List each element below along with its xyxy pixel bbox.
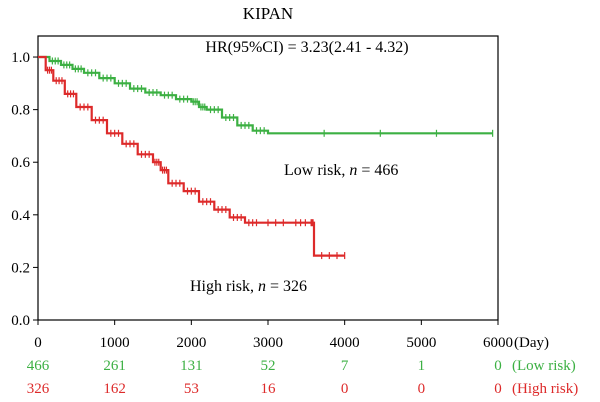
x-tick-label: 4000 bbox=[330, 335, 360, 351]
y-tick-label: 1.0 bbox=[11, 50, 30, 66]
low-risk-at-risk-count: 7 bbox=[341, 358, 349, 374]
low-risk-curve-label: Low risk, n = 466 bbox=[284, 162, 398, 179]
low-risk-at-risk-count: 52 bbox=[261, 358, 276, 374]
x-tick-label: 6000 bbox=[483, 335, 513, 351]
y-tick-label: 0.4 bbox=[11, 208, 30, 224]
low-risk-survival-curve bbox=[38, 55, 493, 135]
x-tick-label: 5000 bbox=[406, 335, 436, 351]
low-risk-at-risk-count: 131 bbox=[180, 358, 203, 374]
x-unit-label: (Day) bbox=[514, 335, 549, 351]
x-tick-label: 2000 bbox=[176, 335, 206, 351]
x-tick-label: 1000 bbox=[100, 335, 130, 351]
chart-title: KIPAN bbox=[243, 4, 293, 23]
high-risk-at-risk-count: 53 bbox=[184, 381, 199, 397]
y-axis: 0.0 0.2 0.4 0.6 0.8 1.0 bbox=[11, 50, 38, 329]
high-risk-at-risk-count: 0 bbox=[418, 381, 426, 397]
x-axis: 0 1000 2000 3000 4000 5000 6000 bbox=[34, 320, 513, 351]
low-risk-at-risk-count: 466 bbox=[27, 358, 50, 374]
high-risk-at-risk-count: 0 bbox=[341, 381, 349, 397]
survival-curves bbox=[38, 55, 494, 260]
y-tick-label: 0.2 bbox=[11, 260, 30, 276]
high-risk-at-risk-count: 0 bbox=[494, 381, 502, 397]
high-risk-at-risk-count: 16 bbox=[261, 381, 277, 397]
at-risk-table: 466 261 131 52 7 1 0 (Low risk) 326 162 53 16 0 0 0 (Hi… bbox=[27, 358, 579, 397]
high-risk-at-risk-count: 162 bbox=[103, 381, 126, 397]
y-tick-label: 0.6 bbox=[11, 155, 30, 171]
low-risk-label-n: n bbox=[349, 162, 357, 179]
high-risk-label-n: n bbox=[258, 278, 266, 295]
high-risk-curve-label: High risk, n = 326 bbox=[190, 278, 307, 295]
x-tick-label: 3000 bbox=[253, 335, 283, 351]
high-risk-label-suffix: = 326 bbox=[266, 278, 307, 295]
low-risk-label-suffix: = 466 bbox=[357, 162, 398, 179]
y-tick-label: 0.8 bbox=[11, 103, 30, 119]
low-risk-at-risk-count: 1 bbox=[418, 358, 426, 374]
hazard-ratio-annotation: HR(95%CI) = 3.23(2.41 - 4.32) bbox=[205, 39, 408, 56]
low-risk-at-risk-count: 261 bbox=[103, 358, 126, 374]
low-risk-at-risk-label: (Low risk) bbox=[512, 358, 576, 374]
high-risk-survival-curve bbox=[38, 55, 345, 257]
high-risk-at-risk-count: 326 bbox=[27, 381, 50, 397]
low-risk-at-risk-count: 0 bbox=[494, 358, 502, 374]
high-risk-at-risk-label: (High risk) bbox=[512, 381, 578, 397]
y-tick-label: 0.0 bbox=[11, 313, 30, 329]
high-risk-label-prefix: High risk, bbox=[190, 278, 258, 295]
x-tick-label: 0 bbox=[34, 335, 42, 351]
low-risk-label-prefix: Low risk, bbox=[284, 162, 349, 179]
